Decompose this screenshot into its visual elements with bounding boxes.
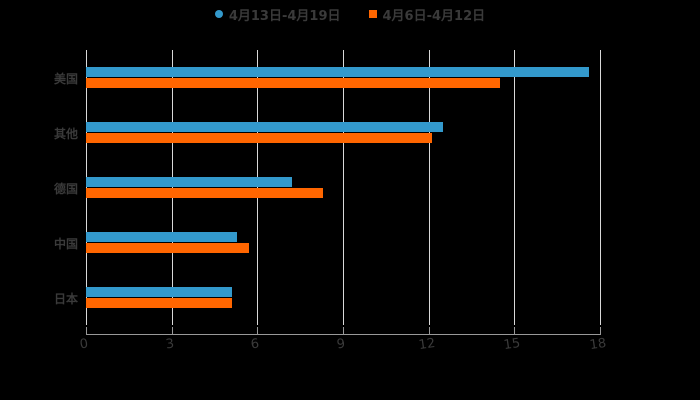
- legend-label: 4月6日-4月12日: [382, 8, 486, 24]
- gridline: [600, 50, 601, 325]
- x-tick-label: 15: [503, 335, 522, 354]
- x-tick-label: 3: [164, 336, 175, 353]
- y-category-label: 中国: [53, 236, 78, 251]
- x-axis-line: [86, 334, 600, 335]
- x-tick: [86, 327, 87, 335]
- y-category-label: 美国: [53, 71, 78, 86]
- x-tick: [257, 327, 259, 335]
- x-tick-label: 18: [588, 335, 608, 354]
- y-category-label: 德国: [53, 181, 78, 196]
- bar-series-1[interactable]: [86, 231, 238, 242]
- bar-series-2[interactable]: [86, 132, 432, 143]
- gridline: [428, 50, 430, 325]
- y-category-label: 其他: [53, 126, 78, 141]
- x-tick-label: 6: [250, 336, 261, 353]
- bar-series-2[interactable]: [86, 187, 323, 198]
- x-tick: [428, 327, 430, 335]
- bar-series-1[interactable]: [86, 176, 292, 187]
- gridline: [343, 50, 344, 325]
- legend-circle-icon: [214, 10, 223, 18]
- x-tick: [514, 327, 516, 335]
- legend-item-series-2[interactable]: 4月6日-4月12日: [368, 5, 486, 24]
- bar-series-1[interactable]: [86, 66, 589, 77]
- legend-item-series-1[interactable]: 4月13日-4月19日: [214, 5, 341, 24]
- y-category-label: 日本: [53, 291, 78, 306]
- chart-legend: 4月13日-4月19日 4月6日-4月12日: [0, 4, 700, 24]
- bar-series-2[interactable]: [86, 77, 501, 88]
- x-tick-label: 12: [417, 335, 436, 354]
- legend-square-icon: [368, 10, 377, 18]
- x-tick: [343, 327, 344, 335]
- bar-series-2[interactable]: [86, 242, 249, 253]
- bar-series-1[interactable]: [86, 286, 232, 297]
- bar-series-1[interactable]: [86, 121, 443, 132]
- bar-series-2[interactable]: [86, 297, 232, 308]
- x-tick-label: 9: [335, 336, 347, 353]
- legend-label: 4月13日-4月19日: [228, 8, 341, 24]
- x-tick: [600, 327, 601, 335]
- x-tick: [171, 327, 173, 335]
- x-tick-label: 0: [78, 336, 90, 353]
- gridline: [514, 50, 516, 325]
